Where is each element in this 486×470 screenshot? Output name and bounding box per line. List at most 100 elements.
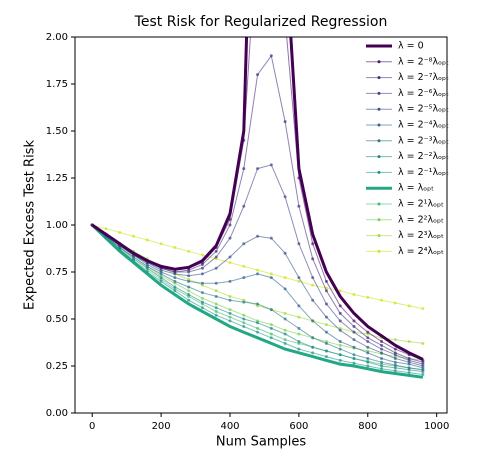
legend-marker — [377, 218, 381, 222]
point — [311, 298, 315, 302]
point — [366, 330, 370, 334]
legend-marker — [377, 202, 381, 206]
point — [366, 295, 370, 299]
series-line — [91, 223, 424, 379]
point — [366, 340, 370, 344]
point — [297, 340, 301, 344]
legend-label: λ = 2³λₒₚₜ — [398, 230, 444, 241]
point — [393, 301, 397, 305]
point — [366, 360, 370, 364]
point — [145, 270, 149, 274]
point — [159, 279, 163, 283]
point — [256, 321, 260, 325]
point — [283, 195, 287, 199]
y-tick-label: 1.75 — [46, 79, 68, 90]
point — [228, 294, 232, 298]
point — [200, 291, 204, 295]
point — [393, 356, 397, 360]
point — [297, 279, 301, 283]
point — [283, 251, 287, 255]
point — [380, 340, 384, 344]
point — [324, 355, 328, 359]
point — [200, 272, 204, 276]
legend-label: λ = 2⁻²λₒₚₜ — [398, 151, 449, 162]
point — [269, 323, 273, 327]
point — [366, 336, 370, 340]
point — [256, 302, 260, 306]
x-tick-label: 200 — [152, 421, 171, 432]
point — [352, 345, 356, 349]
point — [283, 120, 287, 124]
point — [214, 289, 218, 293]
point — [393, 351, 397, 355]
point — [173, 289, 177, 293]
point — [187, 274, 191, 278]
legend-label: λ = 2²λₒₚₜ — [398, 214, 444, 225]
point — [380, 367, 384, 371]
y-tick-label: 0.50 — [46, 314, 68, 325]
point — [324, 341, 328, 345]
point — [380, 343, 384, 347]
point — [200, 253, 204, 257]
point — [324, 315, 328, 319]
point — [173, 285, 177, 289]
legend-label: λ = 2⁴λₒₚₜ — [398, 246, 444, 257]
point — [269, 163, 273, 167]
point — [200, 281, 204, 285]
point — [256, 73, 260, 77]
point — [283, 311, 287, 315]
legend-label: λ = 2⁻¹λₒₚₜ — [398, 167, 449, 178]
point — [297, 326, 301, 330]
legend-marker — [377, 139, 381, 143]
x-tick-label: 600 — [289, 421, 308, 432]
point — [393, 338, 397, 342]
point — [407, 356, 411, 360]
point — [187, 293, 191, 297]
point — [228, 261, 232, 265]
point — [324, 330, 328, 334]
point — [380, 356, 384, 360]
point — [380, 364, 384, 368]
point — [283, 287, 287, 291]
point — [242, 276, 246, 280]
point — [214, 313, 218, 317]
point — [297, 332, 301, 336]
point — [297, 315, 301, 319]
point — [132, 234, 136, 238]
point — [324, 349, 328, 353]
legend-marker — [377, 107, 381, 111]
point — [338, 340, 342, 344]
point — [407, 340, 411, 344]
point — [283, 338, 287, 342]
point — [297, 347, 301, 351]
point — [214, 309, 218, 313]
point — [187, 298, 191, 302]
point — [352, 353, 356, 357]
x-tick-label: 1000 — [424, 421, 449, 432]
point — [256, 326, 260, 330]
point — [242, 300, 246, 304]
point — [214, 294, 218, 298]
point — [269, 272, 273, 276]
point — [242, 167, 246, 171]
point — [297, 276, 301, 280]
y-tick-label: 1.00 — [46, 220, 68, 231]
series-line — [91, 54, 424, 363]
legend-label: λ = λₒₚₜ — [398, 183, 434, 194]
x-tick-label: 800 — [358, 421, 377, 432]
point — [380, 351, 384, 355]
point — [187, 249, 191, 253]
y-tick-label: 1.25 — [46, 173, 68, 184]
point — [338, 358, 342, 362]
point — [200, 300, 204, 304]
point — [269, 276, 273, 280]
point — [297, 304, 301, 308]
point — [228, 308, 232, 312]
legend-marker — [377, 60, 381, 64]
point — [352, 325, 356, 329]
point — [311, 276, 315, 280]
point — [283, 317, 287, 321]
legend-label: λ = 2⁻⁶λₒₚₜ — [398, 88, 449, 99]
point — [256, 234, 260, 238]
